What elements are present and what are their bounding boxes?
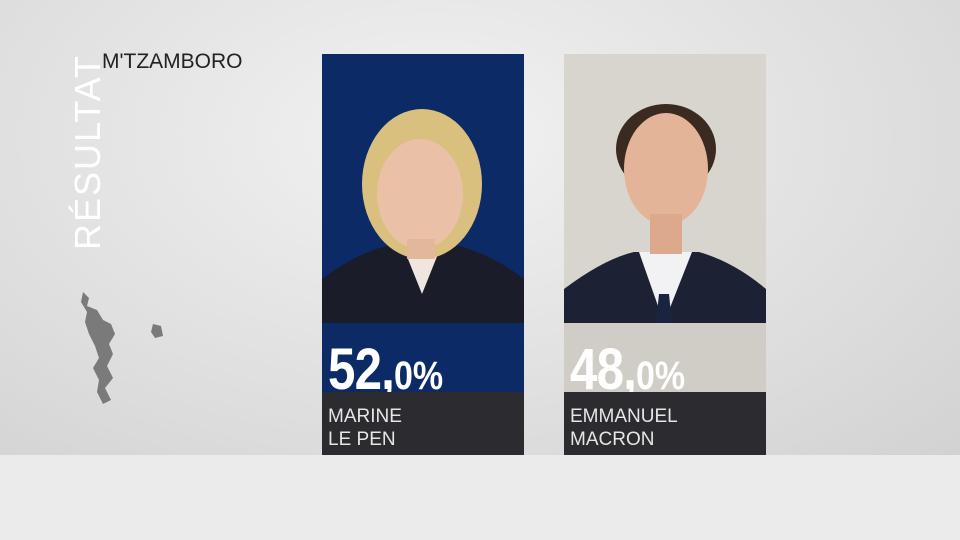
name-box bbox=[564, 392, 766, 455]
name-box bbox=[322, 392, 524, 455]
location: M'TZAMBORO bbox=[102, 50, 243, 73]
portrait bbox=[564, 104, 766, 323]
candidate-card: 52,0% MARINE LE PEN bbox=[322, 54, 524, 455]
candidate-card: 48,0% EMMANUEL MACRON bbox=[564, 54, 766, 455]
score-main: 52, bbox=[328, 337, 395, 402]
title: RÉSULTAT bbox=[67, 53, 108, 250]
photo bbox=[322, 54, 524, 323]
photo bbox=[564, 54, 766, 323]
score-decimal: 0% bbox=[393, 354, 444, 398]
island-map bbox=[81, 292, 163, 404]
score-main: 48, bbox=[570, 337, 637, 402]
score-box bbox=[322, 323, 524, 392]
name-line: MARINE bbox=[328, 406, 402, 427]
score: 52,0% bbox=[328, 336, 443, 403]
score: 48,0% bbox=[570, 336, 685, 403]
island-shape bbox=[81, 292, 163, 404]
name-line: LE PEN bbox=[328, 429, 396, 450]
name-line: MACRON bbox=[570, 429, 655, 450]
score-decimal: 0% bbox=[635, 354, 686, 398]
bottom-band bbox=[0, 455, 960, 540]
portrait bbox=[322, 109, 524, 323]
name-line: EMMANUEL bbox=[570, 406, 678, 427]
score-box bbox=[564, 323, 766, 392]
